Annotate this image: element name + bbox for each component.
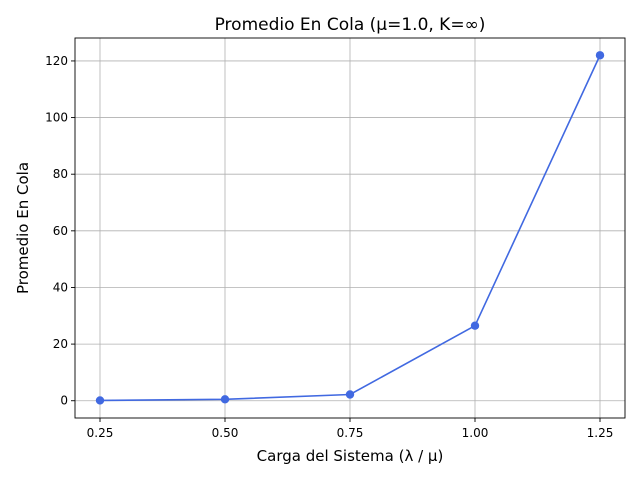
y-tick-label: 60 [53,224,68,238]
data-point [345,390,355,399]
x-tick-label: 0.50 [212,426,239,440]
y-tick-label: 40 [53,280,68,294]
y-tick-label: 0 [60,394,68,408]
x-tick-label: 1.00 [462,426,489,440]
grid [75,38,625,418]
y-tick-label: 80 [53,167,68,181]
ticks: 0.25 0.50 0.75 1.00 1.25 0 20 40 60 80 100 120 [45,54,613,440]
x-axis-label: Carga del Sistema (λ / μ) [257,447,444,465]
data-point [95,396,105,405]
x-tick-label: 0.75 [337,426,364,440]
chart-title: Promedio En Cola (μ=1.0, K=∞) [215,15,486,35]
plot-frame [74,37,626,419]
x-tick-label: 0.25 [87,426,114,440]
data-point [220,395,230,404]
y-tick-label: 100 [45,111,68,125]
y-axis-label: Promedio En Cola [14,162,32,294]
y-tick-label: 20 [53,337,68,351]
data-point [470,321,480,330]
series-layer [95,51,605,405]
y-tick-label: 120 [45,54,68,68]
x-tick-label: 1.25 [587,426,614,440]
data-point [595,51,605,60]
